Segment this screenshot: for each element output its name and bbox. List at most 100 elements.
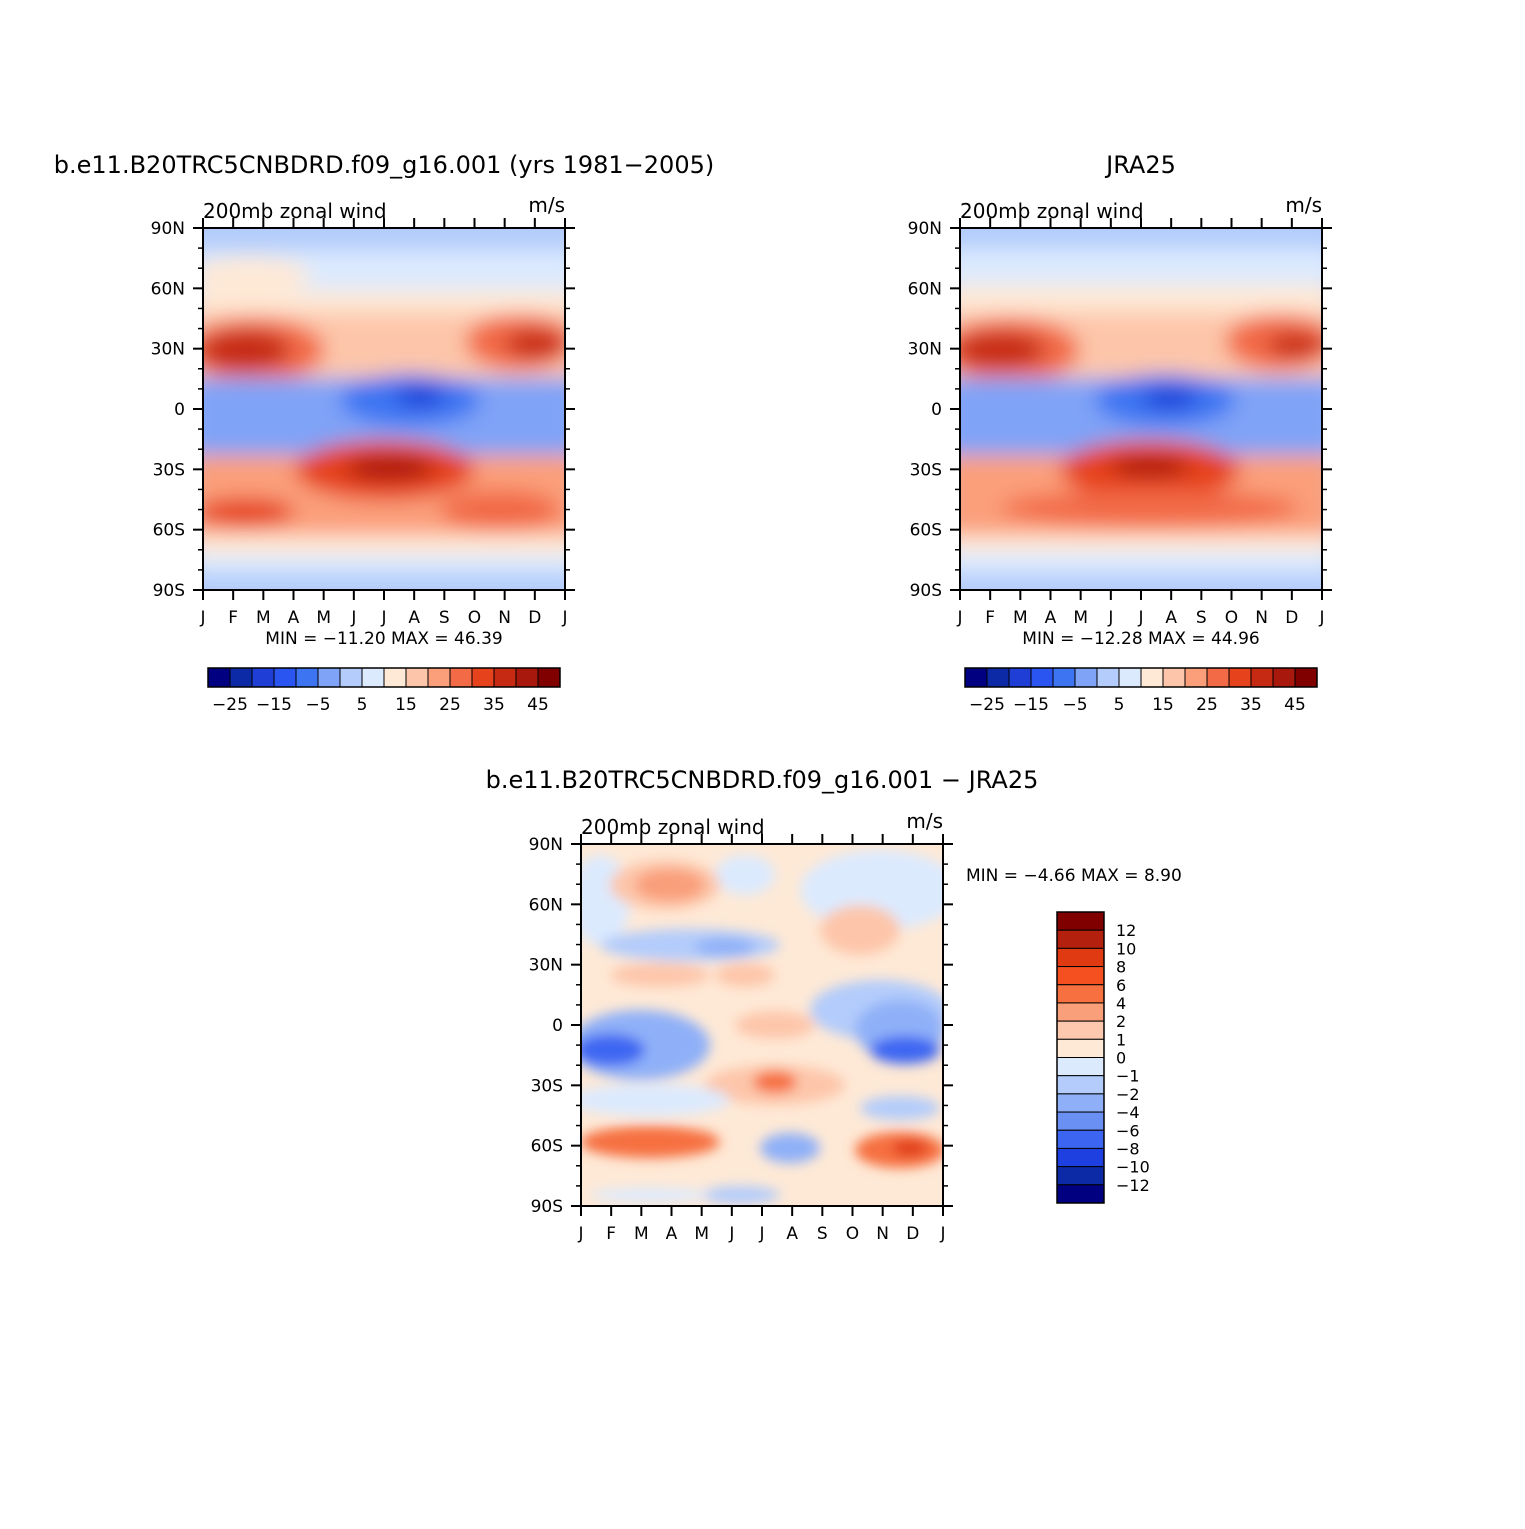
colorbar-swatch <box>1228 667 1252 688</box>
panel-subtitle-right: m/s <box>1285 193 1322 217</box>
colorbar-swatch <box>339 667 363 688</box>
colorbar-swatch <box>1056 911 1105 931</box>
colorbar-label: −15 <box>1013 695 1049 715</box>
x-tick-label: D <box>528 608 541 628</box>
y-tick-label: 60S <box>910 521 942 541</box>
colorbar-swatch <box>1056 984 1105 1004</box>
colorbar-label: −25 <box>212 695 248 715</box>
colorbar-frame <box>1056 911 1105 1204</box>
panel-title: b.e11.B20TRC5CNBDRD.f09_g16.001 − JRA25 <box>486 766 1039 794</box>
y-tick-label: 30S <box>531 1076 563 1096</box>
x-tick-label: O <box>1225 608 1238 628</box>
colorbar-swatch <box>1056 1002 1105 1022</box>
x-tick-label: F <box>985 608 995 628</box>
x-tick-label: M <box>1013 608 1028 628</box>
stats-text: MIN = −4.66 MAX = 8.90 <box>966 866 1182 886</box>
colorbar-swatch <box>1096 667 1120 688</box>
colorbar-label: −12 <box>1116 1176 1150 1195</box>
colorbar-swatch <box>1162 667 1186 688</box>
colorbar-swatch <box>383 667 407 688</box>
colorbar-swatch <box>1294 667 1318 688</box>
colorbar-swatch <box>1250 667 1274 688</box>
panel-subtitle-left: 200mb zonal wind <box>581 815 765 839</box>
y-tick-label: 60S <box>531 1137 563 1157</box>
panel-subtitle-right: m/s <box>906 809 943 833</box>
y-tick-label: 90S <box>910 581 942 601</box>
x-tick-label: A <box>666 1224 678 1244</box>
colorbar-frame <box>964 667 1318 688</box>
colorbar-swatch <box>361 667 385 688</box>
x-tick-label: J <box>199 608 205 628</box>
x-tick-label: M <box>1073 608 1088 628</box>
colorbar-swatch <box>986 667 1010 688</box>
colorbar-label: 4 <box>1116 994 1126 1013</box>
x-tick-label: J <box>1107 608 1113 628</box>
x-tick-label: A <box>1045 608 1057 628</box>
x-tick-label: A <box>288 608 300 628</box>
contour-field <box>203 228 565 590</box>
colorbar-swatch <box>207 667 231 688</box>
colorbar-label: 25 <box>439 695 461 715</box>
colorbar-label: 5 <box>357 695 368 715</box>
x-tick-label: F <box>606 1224 616 1244</box>
x-tick-label: D <box>1285 608 1298 628</box>
x-tick-label: S <box>1196 608 1207 628</box>
y-tick-label: 90S <box>531 1197 563 1217</box>
y-tick-label: 60S <box>153 521 185 541</box>
panel-subtitle-left: 200mb zonal wind <box>960 199 1144 223</box>
colorbar-swatch <box>1056 947 1105 968</box>
colorbar-swatch <box>1052 667 1076 688</box>
colorbar-swatch <box>1056 1075 1105 1095</box>
colorbar-label: 35 <box>1240 695 1262 715</box>
colorbar-swatch <box>1056 929 1105 949</box>
x-tick-label: D <box>906 1224 919 1244</box>
colorbar-swatch <box>964 667 988 688</box>
y-tick-label: 0 <box>931 400 942 420</box>
y-tick-label: 60N <box>529 895 563 915</box>
colorbar-label: 0 <box>1116 1049 1126 1068</box>
stats-text: MIN = −11.20 MAX = 46.39 <box>265 629 502 649</box>
x-tick-label: J <box>728 1224 734 1244</box>
x-tick-label: M <box>694 1224 709 1244</box>
colorbar-swatch <box>1056 1093 1105 1113</box>
colorbar-label: 6 <box>1116 976 1126 995</box>
colorbar-swatch <box>1184 667 1208 688</box>
y-tick-label: 90N <box>151 219 185 239</box>
colorbar-swatch <box>1206 667 1230 688</box>
colorbar-swatch <box>1272 667 1296 688</box>
contour-field <box>960 228 1322 590</box>
x-tick-label: J <box>956 608 962 628</box>
colorbar-frame <box>207 667 561 688</box>
y-tick-label: 90N <box>908 219 942 239</box>
colorbar-swatch <box>1056 1057 1105 1077</box>
colorbar-swatch <box>471 667 495 688</box>
y-tick-label: 90N <box>529 835 563 855</box>
colorbar-swatch <box>1056 1020 1105 1040</box>
colorbar-swatch <box>1030 667 1054 688</box>
colorbar: −25 −15 −5 5 15 25 35 45 <box>964 667 1318 715</box>
colorbar-label: 1 <box>1116 1030 1126 1049</box>
colorbar-swatch <box>405 667 429 688</box>
x-tick-label: F <box>228 608 238 628</box>
x-tick-label: A <box>786 1224 798 1244</box>
colorbar-swatch <box>1140 667 1164 688</box>
colorbar-swatch <box>273 667 297 688</box>
colorbar-swatch <box>1056 1147 1105 1168</box>
colorbar-label: −10 <box>1116 1158 1150 1177</box>
x-tick-label: N <box>876 1224 889 1244</box>
x-tick-label: M <box>256 608 271 628</box>
x-tick-label: M <box>316 608 331 628</box>
x-tick-label: N <box>1255 608 1268 628</box>
colorbar-label: 5 <box>1114 695 1125 715</box>
colorbar-swatch <box>1074 667 1098 688</box>
colorbar-swatch <box>1056 1038 1105 1058</box>
colorbar-label: 15 <box>395 695 417 715</box>
y-tick-label: 30N <box>908 340 942 360</box>
x-tick-label: M <box>634 1224 649 1244</box>
colorbar-label: 45 <box>527 695 549 715</box>
x-tick-label: N <box>498 608 511 628</box>
